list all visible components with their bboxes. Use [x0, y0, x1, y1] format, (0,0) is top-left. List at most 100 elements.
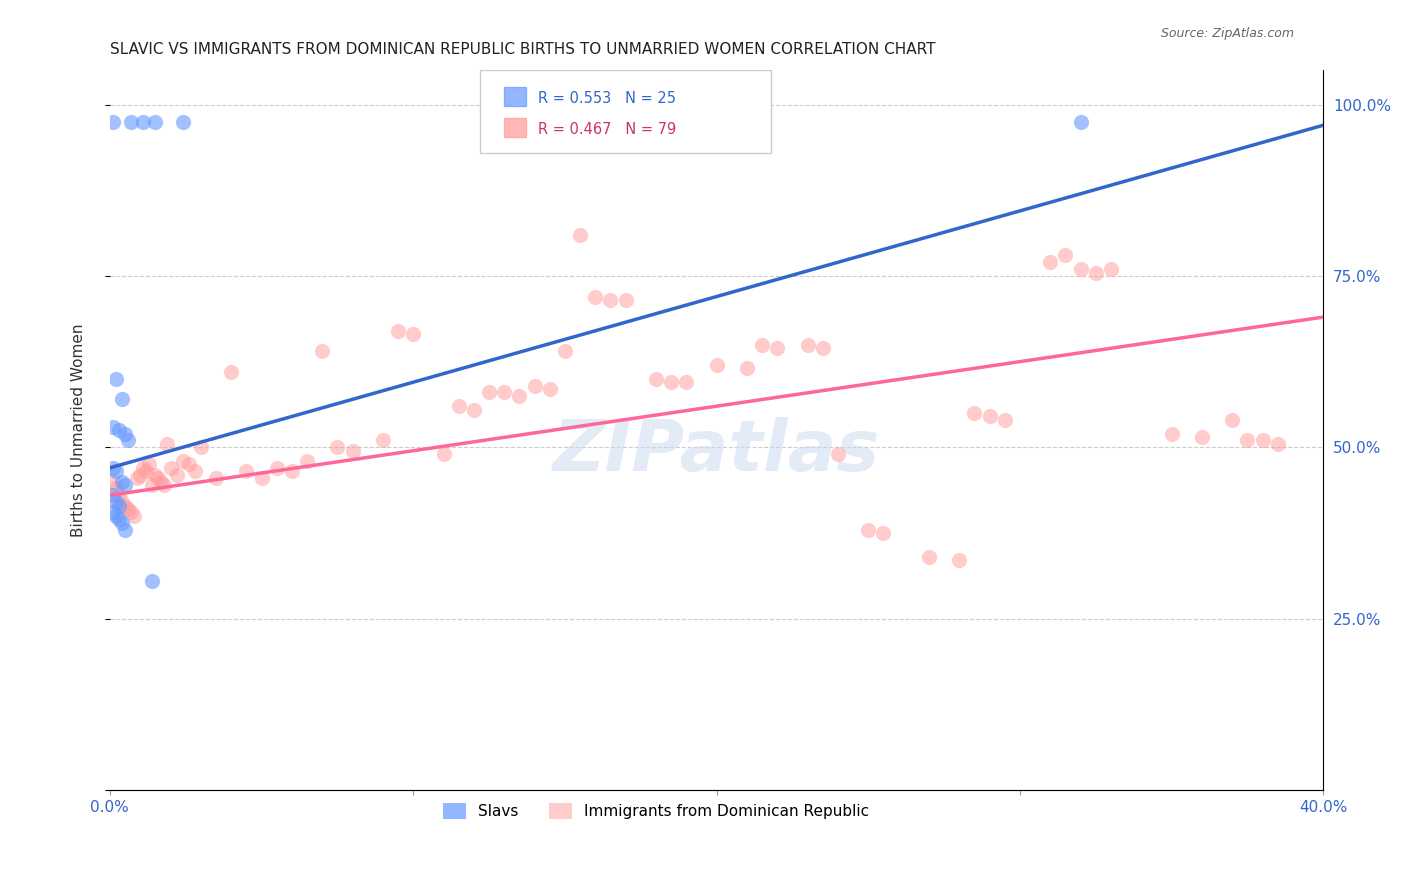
- Immigrants from Dominican Republic: [494, 385, 516, 400]
- Slavs: [108, 512, 131, 526]
- Immigrants from Dominican Republic: [235, 464, 257, 478]
- Immigrants from Dominican Republic: [583, 289, 606, 303]
- Immigrants from Dominican Republic: [569, 227, 592, 242]
- Immigrants from Dominican Republic: [108, 488, 131, 502]
- Immigrants from Dominican Republic: [1236, 434, 1258, 448]
- Text: ZIPatlas: ZIPatlas: [553, 417, 880, 486]
- Slavs: [143, 115, 166, 129]
- Bar: [505, 87, 526, 106]
- Immigrants from Dominican Republic: [858, 523, 880, 537]
- FancyBboxPatch shape: [479, 70, 770, 153]
- Immigrants from Dominican Republic: [463, 402, 485, 417]
- Immigrants from Dominican Republic: [1084, 266, 1107, 280]
- Immigrants from Dominican Republic: [138, 458, 160, 472]
- Slavs: [104, 464, 127, 478]
- Text: R = 0.467   N = 79: R = 0.467 N = 79: [538, 122, 676, 137]
- Immigrants from Dominican Republic: [1191, 430, 1213, 444]
- Immigrants from Dominican Republic: [117, 502, 139, 516]
- Slavs: [117, 434, 139, 448]
- Immigrants from Dominican Republic: [159, 461, 181, 475]
- Immigrants from Dominican Republic: [143, 467, 166, 482]
- Immigrants from Dominican Republic: [104, 482, 127, 496]
- Slavs: [104, 372, 127, 386]
- Immigrants from Dominican Republic: [644, 372, 666, 386]
- Immigrants from Dominican Republic: [1054, 248, 1077, 262]
- Slavs: [101, 488, 124, 502]
- Immigrants from Dominican Republic: [371, 434, 394, 448]
- Slavs: [111, 516, 134, 530]
- Immigrants from Dominican Republic: [432, 447, 454, 461]
- Slavs: [172, 115, 194, 129]
- Immigrants from Dominican Republic: [735, 361, 758, 376]
- Slavs: [101, 505, 124, 519]
- Immigrants from Dominican Republic: [979, 409, 1001, 424]
- Immigrants from Dominican Republic: [148, 471, 170, 485]
- Immigrants from Dominican Republic: [135, 464, 157, 478]
- Slavs: [104, 508, 127, 523]
- Immigrants from Dominican Republic: [508, 389, 530, 403]
- Y-axis label: Births to Unmarried Women: Births to Unmarried Women: [72, 324, 86, 537]
- Slavs: [111, 475, 134, 489]
- Immigrants from Dominican Republic: [402, 327, 425, 342]
- Slavs: [108, 423, 131, 437]
- Immigrants from Dominican Republic: [219, 365, 242, 379]
- Slavs: [108, 499, 131, 513]
- Slavs: [104, 495, 127, 509]
- Immigrants from Dominican Republic: [478, 385, 501, 400]
- Immigrants from Dominican Republic: [122, 508, 145, 523]
- Immigrants from Dominican Republic: [948, 553, 970, 567]
- Immigrants from Dominican Republic: [994, 413, 1017, 427]
- Slavs: [101, 115, 124, 129]
- Immigrants from Dominican Republic: [918, 549, 941, 564]
- Immigrants from Dominican Republic: [751, 337, 773, 351]
- Immigrants from Dominican Republic: [311, 344, 333, 359]
- Immigrants from Dominican Republic: [659, 375, 682, 389]
- Immigrants from Dominican Republic: [538, 382, 561, 396]
- Immigrants from Dominican Republic: [796, 337, 818, 351]
- Immigrants from Dominican Republic: [129, 467, 152, 482]
- Immigrants from Dominican Republic: [153, 478, 176, 492]
- Text: Source: ZipAtlas.com: Source: ZipAtlas.com: [1160, 27, 1294, 40]
- Immigrants from Dominican Republic: [1099, 262, 1122, 277]
- Bar: [505, 118, 526, 137]
- Immigrants from Dominican Republic: [872, 525, 894, 540]
- Immigrants from Dominican Republic: [295, 454, 318, 468]
- Immigrants from Dominican Republic: [1160, 426, 1182, 441]
- Immigrants from Dominican Republic: [326, 440, 349, 454]
- Immigrants from Dominican Republic: [166, 467, 188, 482]
- Immigrants from Dominican Republic: [554, 344, 576, 359]
- Immigrants from Dominican Republic: [156, 437, 179, 451]
- Immigrants from Dominican Republic: [599, 293, 621, 307]
- Immigrants from Dominican Republic: [1039, 255, 1062, 269]
- Immigrants from Dominican Republic: [184, 464, 207, 478]
- Immigrants from Dominican Republic: [127, 471, 149, 485]
- Slavs: [114, 478, 136, 492]
- Legend: Slavs, Immigrants from Dominican Republic: Slavs, Immigrants from Dominican Republi…: [437, 797, 875, 825]
- Immigrants from Dominican Republic: [266, 461, 288, 475]
- Immigrants from Dominican Republic: [111, 495, 134, 509]
- Slavs: [111, 392, 134, 407]
- Immigrants from Dominican Republic: [963, 406, 986, 420]
- Immigrants from Dominican Republic: [250, 471, 273, 485]
- Immigrants from Dominican Republic: [614, 293, 637, 307]
- Immigrants from Dominican Republic: [827, 447, 849, 461]
- Immigrants from Dominican Republic: [1251, 434, 1274, 448]
- Slavs: [1070, 115, 1092, 129]
- Immigrants from Dominican Republic: [811, 341, 834, 355]
- Slavs: [101, 461, 124, 475]
- Immigrants from Dominican Republic: [141, 478, 163, 492]
- Immigrants from Dominican Republic: [1267, 437, 1289, 451]
- Immigrants from Dominican Republic: [205, 471, 228, 485]
- Immigrants from Dominican Republic: [150, 475, 173, 489]
- Slavs: [101, 419, 124, 434]
- Immigrants from Dominican Republic: [523, 378, 546, 392]
- Immigrants from Dominican Republic: [675, 375, 697, 389]
- Immigrants from Dominican Republic: [1070, 262, 1092, 277]
- Immigrants from Dominican Republic: [101, 475, 124, 489]
- Slavs: [114, 426, 136, 441]
- Slavs: [132, 115, 155, 129]
- Slavs: [120, 115, 142, 129]
- Immigrants from Dominican Republic: [281, 464, 304, 478]
- Immigrants from Dominican Republic: [177, 458, 200, 472]
- Immigrants from Dominican Republic: [114, 499, 136, 513]
